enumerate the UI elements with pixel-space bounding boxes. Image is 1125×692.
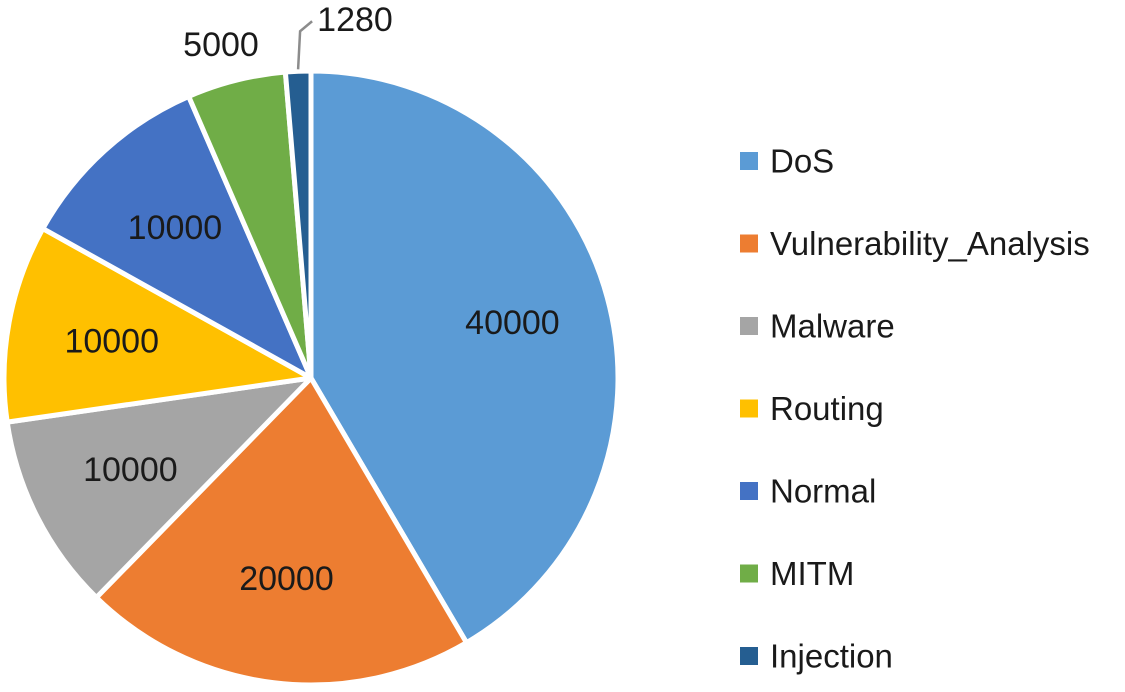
legend-swatch-injection [740, 647, 758, 665]
legend-swatch-malware [740, 317, 758, 335]
legend-item-normal: Normal [740, 473, 876, 510]
legend-item-routing: Routing [740, 390, 884, 427]
pie-slice-malware [4, 375, 314, 601]
pie-slice-routing [1, 226, 314, 425]
pie-slice-vulnerability-analysis [93, 375, 470, 688]
legend-label-routing: Routing [770, 390, 884, 427]
slice-label-normal: 10000 [128, 209, 223, 247]
legend-label-injection: Injection [770, 638, 893, 675]
slice-label-routing: 10000 [64, 322, 159, 360]
legend-swatch-vulnerability-analysis [740, 234, 758, 253]
slice-label-injection: 1280 [317, 1, 393, 39]
pie-slice-normal [40, 93, 314, 381]
pie-slice-dos [308, 68, 621, 646]
legend-swatch-normal [740, 482, 758, 500]
legend-item-malware: Malware [740, 308, 895, 345]
legend: DoS Vulnerability_Analysis Malware Routing N… [740, 143, 1090, 675]
slice-labels: 40000 20000 10000 10000 10000 5000 1280 [64, 1, 559, 598]
legend-label-mitm: MITM [770, 555, 854, 592]
legend-item-mitm: MITM [740, 555, 854, 592]
legend-label-dos: DoS [770, 143, 834, 180]
leader-line-injection [296, 20, 313, 70]
legend-swatch-dos [740, 152, 758, 170]
legend-item-vulnerability-analysis: Vulnerability_Analysis [740, 225, 1090, 262]
legend-swatch-mitm [740, 564, 758, 583]
slice-label-dos: 40000 [465, 304, 560, 342]
pie-slice-injection [282, 68, 314, 381]
legend-swatch-routing [740, 399, 758, 418]
legend-item-injection: Injection [740, 638, 893, 675]
slice-label-malware: 10000 [83, 451, 178, 489]
legend-label-vulnerability-analysis: Vulnerability_Analysis [770, 225, 1090, 262]
legend-label-malware: Malware [770, 308, 895, 345]
leader-lines [296, 20, 313, 70]
legend-label-normal: Normal [770, 473, 876, 510]
legend-item-dos: DoS [740, 143, 834, 180]
slice-label-vulnerability-analysis: 20000 [239, 560, 334, 598]
slice-label-mitm: 5000 [183, 26, 259, 64]
pie-slices [1, 68, 621, 688]
